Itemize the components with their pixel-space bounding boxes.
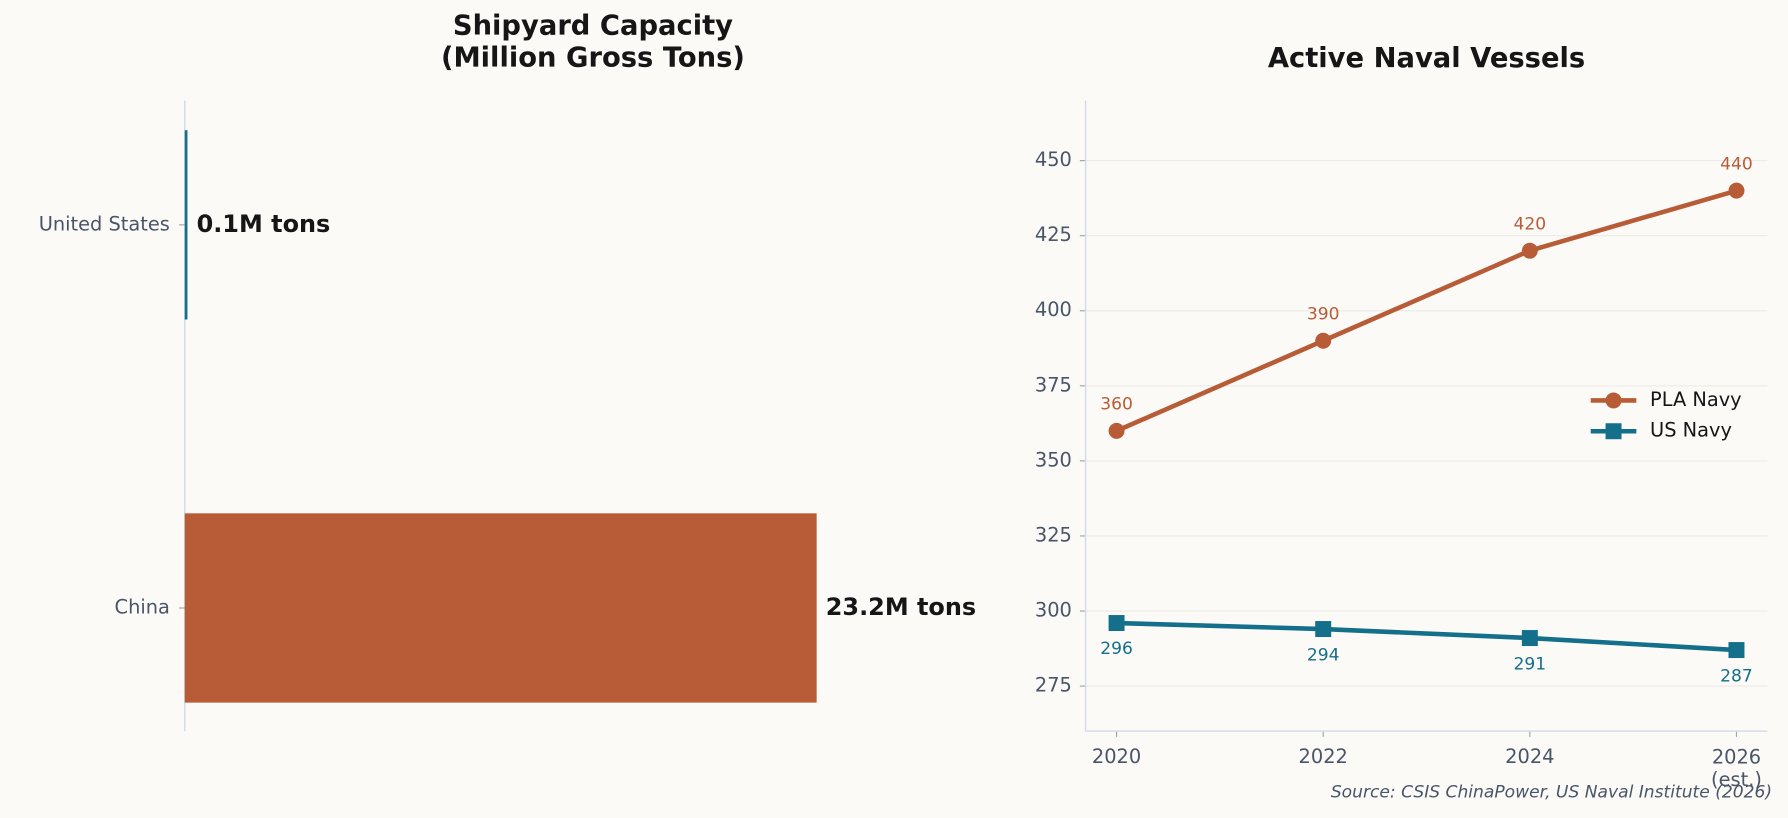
chart-title: Shipyard Capacity (Million Gross Tons) — [441, 10, 745, 73]
marker — [1521, 630, 1538, 647]
value-label: 0.1M tons — [197, 210, 331, 238]
y-tick-label: 375 — [1035, 373, 1072, 396]
source: Source: CSIS ChinaPower, US Naval Instit… — [1331, 783, 1772, 803]
legend-marker — [1605, 423, 1622, 440]
marker — [1108, 615, 1125, 632]
point-label: 440 — [1720, 154, 1753, 174]
y-tick-label: 425 — [1035, 223, 1072, 246]
y-tick-label: 275 — [1035, 674, 1072, 697]
x-tick-label: 2024 — [1505, 745, 1554, 768]
y-tick-label: 350 — [1035, 448, 1072, 471]
point-label: 360 — [1100, 395, 1133, 415]
marker — [1728, 182, 1745, 199]
marker — [1315, 621, 1332, 638]
marker — [1315, 332, 1332, 349]
legend-label: PLA Navy — [1650, 388, 1742, 411]
y-tick-label: 300 — [1035, 599, 1072, 622]
y-tick-label: United States — [39, 212, 170, 235]
y-tick-label: 325 — [1035, 523, 1072, 546]
legend-label: US Navy — [1650, 419, 1732, 442]
point-label: 287 — [1720, 666, 1753, 686]
point-label: 390 — [1307, 305, 1340, 325]
marker — [1521, 242, 1538, 259]
point-label: 294 — [1307, 645, 1340, 665]
chart-title: Active Naval Vessels — [1268, 43, 1585, 74]
legend-marker — [1605, 392, 1622, 409]
bar — [184, 130, 188, 320]
y-tick-label: 400 — [1035, 298, 1072, 321]
bar — [184, 513, 817, 703]
line — [1116, 620, 1737, 653]
y-tick-label: China — [115, 595, 170, 618]
x-tick-label: 2020 — [1092, 745, 1141, 768]
marker — [1108, 422, 1125, 439]
x-tick-label: 2022 — [1299, 745, 1348, 768]
point-label: 420 — [1514, 214, 1547, 234]
line — [1115, 188, 1738, 433]
y-tick-label: 450 — [1035, 148, 1072, 171]
x-tick-label: 2026 (est.) — [1711, 745, 1762, 791]
point-label: 291 — [1514, 654, 1547, 674]
value-label: 23.2M tons — [826, 593, 976, 621]
marker — [1728, 642, 1745, 659]
point-label: 296 — [1100, 639, 1133, 659]
